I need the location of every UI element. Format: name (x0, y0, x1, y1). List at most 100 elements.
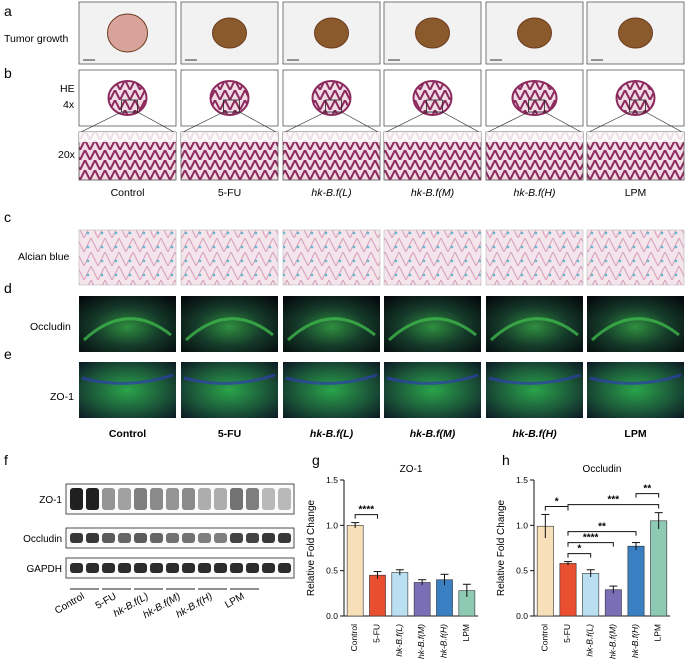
y-tick-label: 1.0 (326, 520, 338, 530)
alcian-image-lpm (586, 229, 685, 286)
zo1-if-images-row (79, 362, 684, 418)
he-4x-section-hk-b-f-l (311, 80, 352, 116)
he-4x-section-5-fu (209, 80, 250, 116)
significance-label: **** (359, 505, 375, 516)
row-label-tumor-growth: Tumor growth (4, 33, 69, 45)
group-label-e-hk-b-f-h: hk-B.f(H) (512, 428, 557, 440)
tumor-specimen-control (107, 13, 148, 53)
row-label-occludin: Occludin (30, 321, 71, 333)
significance-bracket (567, 553, 592, 558)
blot-band-occludin-lane-9 (198, 533, 211, 543)
blot-band-occludin-lane-11 (230, 533, 243, 543)
x-tick-label-hk-b-f-h: hk-B.f(H) (630, 624, 640, 658)
bar-hk-b-f-m (413, 582, 431, 617)
blot-band-zo-1-lane-3 (102, 488, 115, 510)
y-axis-label: Relative Fold Change (496, 499, 507, 596)
significance-label: * (577, 544, 581, 555)
alcian-image-hk-b-f-m (383, 229, 482, 286)
zoom-line (182, 111, 224, 133)
blot-band-gapdh-lane-3 (102, 563, 115, 573)
panel-letter-b: b (4, 65, 12, 81)
blot-band-gapdh-lane-6 (150, 563, 163, 573)
zoom-box (325, 99, 342, 113)
panel-letter-c: c (4, 209, 11, 225)
y-axis-label: Relative Fold Change (306, 499, 317, 596)
alcian-image-5-fu (180, 229, 279, 286)
occludin-if-image-hk-b-f-m (384, 296, 481, 352)
bar-hk-b-f-m (604, 589, 622, 617)
band-label-occludin: Occludin (23, 534, 62, 545)
blot-group-label-hk-b-f-h: hk-B.f(H) (174, 591, 214, 621)
blot-band-zo-1-lane-5 (134, 488, 147, 510)
group-label-e-lpm: LPM (624, 428, 646, 440)
occludin-if-image-control (79, 296, 176, 352)
zoom-box (426, 99, 443, 113)
blot-band-zo-1-lane-6 (150, 488, 163, 510)
blot-band-zo-1-lane-1 (70, 488, 83, 510)
row-label-he: HE (60, 83, 75, 95)
zo1-nuclei (386, 373, 479, 385)
group-labels-b: Control 5-FU hk-B.f(L) hk-B.f(M) hk-B.f(H) LP… (111, 187, 647, 199)
group-label-e-5-fu: 5-FU (218, 428, 241, 440)
group-label-b-hk-b-f-l: hk-B.f(L) (311, 187, 351, 199)
zoom-box (629, 99, 646, 113)
blot-band-occludin-lane-1 (70, 533, 83, 543)
zo1-if-image-hk-b-f-h (486, 362, 583, 418)
significance-bracket (354, 514, 378, 519)
x-tick-label-hk-b-f-l: hk-B.f(L) (585, 624, 595, 657)
blot-band-zo-1-lane-4 (118, 488, 131, 510)
zo1-nuclei (183, 373, 276, 385)
blot-band-zo-1-lane-11 (230, 488, 243, 510)
group-label-b-5-fu: 5-FU (218, 187, 241, 199)
panel-letter-f: f (4, 452, 8, 468)
blot-strip-zo-1 (65, 483, 295, 515)
zo1-if-image-lpm (587, 362, 684, 418)
blot-band-occludin-lane-4 (118, 533, 131, 543)
panel-letter-d: d (4, 280, 12, 296)
y-tick-label: 1.5 (326, 475, 338, 485)
occludin-if-image-hk-b-f-h (486, 296, 583, 352)
zo1-if-image-hk-b-f-m (384, 362, 481, 418)
bar-5-fu (559, 563, 577, 617)
blot-band-occludin-lane-2 (86, 533, 99, 543)
he-4x-section-lpm (615, 80, 656, 116)
blot-band-gapdh-lane-13 (262, 563, 275, 573)
group-labels-e: Control 5-FU hk-B.f(L) hk-B.f(M) hk-B.f(H) LP… (109, 428, 647, 440)
zo1-if-image-5-fu (181, 362, 278, 418)
y-tick-label: 0.5 (516, 566, 528, 576)
zoom-line (239, 111, 277, 133)
he-20x-lumen (181, 132, 278, 142)
bar-hk-b-f-l (391, 572, 409, 617)
zo1-nuclei (81, 373, 174, 385)
bar-hk-b-f-l (582, 573, 600, 617)
tumor-specimen-hk-b-f-m (415, 17, 450, 49)
group-label-b-hk-b-f-m: hk-B.f(M) (411, 187, 454, 199)
occludin-signal (489, 317, 579, 342)
panel-letter-a: a (4, 3, 12, 19)
zoom-line (645, 111, 683, 133)
alcian-image-hk-b-f-l (282, 229, 381, 286)
bar-control (346, 525, 364, 617)
zo1-if-image-control (79, 362, 176, 418)
blot-band-gapdh-lane-5 (134, 563, 147, 573)
bar-control (536, 525, 554, 617)
bar-hk-b-f-h (627, 545, 645, 617)
zoom-line (341, 111, 379, 133)
blot-band-gapdh-lane-4 (118, 563, 131, 573)
y-tick-label: 1.0 (516, 520, 528, 530)
blot-band-gapdh-lane-9 (198, 563, 211, 573)
blot-band-zo-1-lane-12 (246, 488, 259, 510)
blot-band-gapdh-lane-8 (182, 563, 195, 573)
y-tick-label: 0.0 (326, 611, 338, 621)
blot-band-gapdh-lane-10 (214, 563, 227, 573)
blot-band-zo-1-lane-10 (214, 488, 227, 510)
he-4x-section-hk-b-f-h (511, 80, 558, 116)
group-label-b-lpm: LPM (625, 187, 647, 199)
zo1-bar-chart: ZO-1 Relative Fold Change 0.0 0.5 1.0 1.5 Cont… (306, 464, 478, 659)
blot-band-occludin-lane-8 (182, 533, 195, 543)
row-label-alcian-blue: Alcian blue (18, 251, 70, 263)
tumor-specimen-hk-b-f-h (517, 17, 552, 49)
occludin-signal (590, 317, 680, 342)
